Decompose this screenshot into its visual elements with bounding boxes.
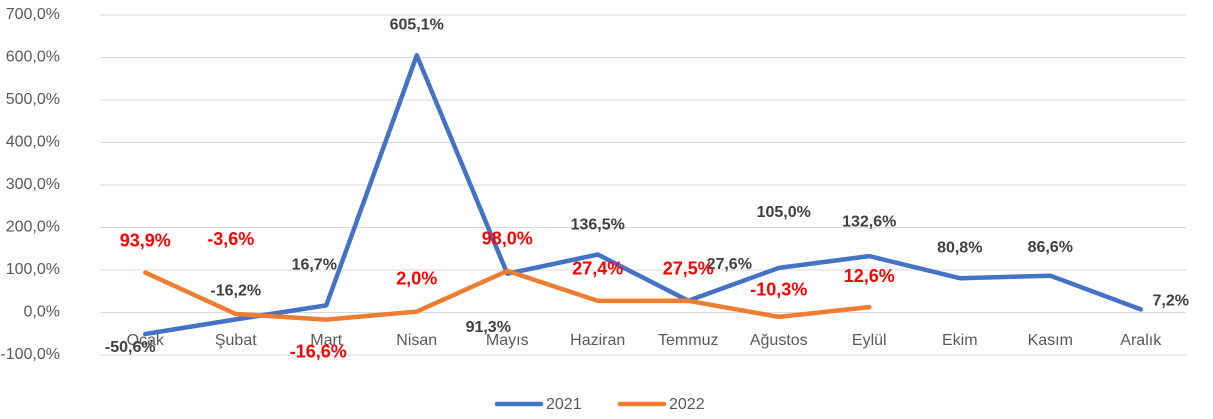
y-tick-label: 200,0% [6, 219, 60, 236]
data-label: 27,6% [707, 256, 752, 273]
x-tick-label: Ekim [942, 332, 978, 349]
data-label: 93,9% [120, 230, 171, 250]
data-label: -16,6% [290, 341, 347, 361]
data-label: -16,2% [210, 283, 261, 300]
y-tick-label: 400,0% [6, 134, 60, 151]
y-tick-label: -100,0% [0, 346, 60, 363]
data-label: 98,0% [482, 229, 533, 249]
y-tick-label: 300,0% [6, 176, 60, 193]
x-tick-label: Nisan [396, 332, 437, 349]
x-tick-label: Ağustos [750, 332, 808, 349]
data-label: 80,8% [937, 239, 982, 256]
data-label: 16,7% [292, 257, 337, 274]
y-tick-label: 600,0% [6, 49, 60, 66]
data-label: 91,3% [466, 319, 511, 336]
x-tick-label: Ocak [127, 332, 165, 349]
data-label: 132,6% [842, 213, 896, 230]
data-label: 7,2% [1153, 293, 1189, 310]
x-tick-label: Eylül [852, 332, 887, 349]
x-tick-label: Mayıs [486, 332, 529, 349]
data-label: -50,6% [105, 339, 156, 356]
data-label: -3,6% [207, 229, 254, 249]
legend-label: 2022 [669, 396, 705, 413]
series-line [143, 268, 872, 322]
x-tick-label: Şubat [215, 332, 257, 349]
series-line [143, 53, 1144, 337]
y-tick-label: 500,0% [6, 91, 60, 108]
x-tick-label: Temmuz [658, 332, 718, 349]
data-label: 605,1% [390, 17, 444, 34]
data-label: -10,3% [750, 280, 807, 300]
data-label: 27,5% [663, 259, 714, 279]
y-tick-label: 700,0% [6, 6, 60, 23]
data-label: 105,0% [757, 204, 811, 221]
data-label: 136,5% [571, 217, 625, 234]
x-tick-label: Mart [310, 332, 343, 349]
y-tick-label: 0,0% [24, 304, 60, 321]
x-tick-label: Haziran [570, 332, 625, 349]
data-label: 27,4% [572, 259, 623, 279]
data-label: 2,0% [396, 268, 437, 288]
data-label: 12,6% [844, 266, 895, 286]
y-tick-label: 100,0% [6, 261, 60, 278]
x-tick-label: Kasım [1028, 332, 1073, 349]
x-tick-label: Aralık [1120, 332, 1162, 349]
legend-label: 2021 [546, 396, 582, 413]
data-label: 86,6% [1028, 239, 1073, 256]
